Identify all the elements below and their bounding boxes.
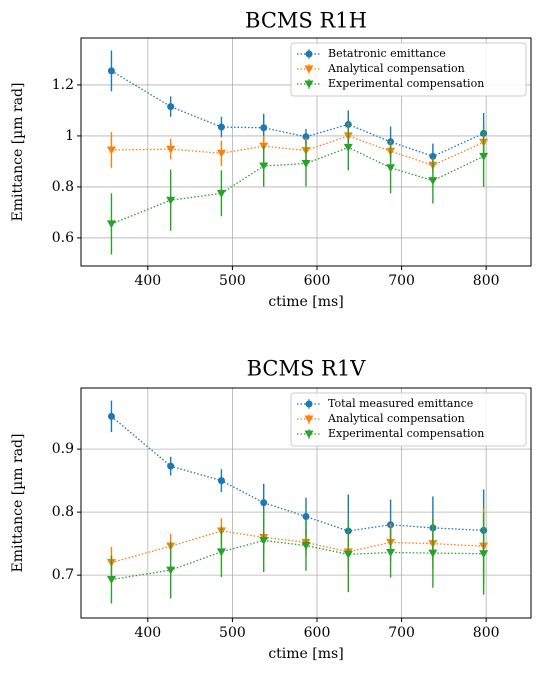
series-line <box>111 539 484 581</box>
marker <box>302 513 310 521</box>
marker <box>167 103 175 111</box>
chart-title: BCMS R1V <box>247 357 367 381</box>
legend-box <box>290 42 527 97</box>
plot-frame <box>80 37 532 267</box>
x-tick-label: 400 <box>134 273 161 289</box>
legend-marker <box>304 65 314 74</box>
legend-marker <box>305 400 313 408</box>
marker <box>107 412 115 420</box>
legend-marker <box>305 50 313 58</box>
marker <box>106 220 116 229</box>
marker <box>260 499 268 507</box>
marker <box>428 177 438 186</box>
x-tick-label: 600 <box>304 273 331 289</box>
y-tick-label: 0.8 <box>52 504 74 520</box>
marker <box>216 149 226 158</box>
x-axis-label: ctime [ms] <box>268 294 343 310</box>
marker <box>216 548 226 557</box>
legend-marker <box>304 430 314 439</box>
x-axis-label: ctime [ms] <box>268 646 343 662</box>
legend-label: Experimental compensation <box>328 427 484 440</box>
x-tick-label: 800 <box>473 625 500 641</box>
marker <box>386 164 396 173</box>
y-tick-label: 0.8 <box>52 179 74 195</box>
chart-title: BCMS R1H <box>245 9 367 33</box>
legend-label: Analytical compensation <box>327 412 465 425</box>
y-axis-label: Emittance [µm rad] <box>10 83 26 222</box>
x-tick-label: 600 <box>304 625 331 641</box>
legend-label: Total measured emittance <box>328 397 473 410</box>
marker <box>259 162 269 171</box>
legend-marker <box>304 80 314 89</box>
legend-marker <box>304 415 314 424</box>
marker <box>217 477 225 485</box>
y-tick-label: 0.9 <box>52 441 74 457</box>
y-tick-label: 0.7 <box>52 567 74 583</box>
x-tick-label: 500 <box>219 273 246 289</box>
marker <box>107 67 115 75</box>
chart: BCMS R1V 400 500 600 700 800 0.7 0.8 0.9 ctime [m… <box>10 357 532 662</box>
series-line <box>111 146 484 225</box>
chart: BCMS R1H 400 500 600 700 800 0.6 0.8 1 1.2 ctime [… <box>10 9 532 310</box>
marker <box>260 124 268 132</box>
marker <box>479 550 489 559</box>
legend-label: Betatronic emittance <box>328 47 446 60</box>
marker <box>216 189 226 198</box>
marker <box>106 576 116 585</box>
y-tick-label: 0.6 <box>52 230 74 246</box>
marker <box>386 548 396 557</box>
marker <box>167 462 175 470</box>
series-line <box>111 530 484 564</box>
marker <box>301 159 311 168</box>
marker <box>166 566 176 575</box>
x-tick-label: 700 <box>388 273 415 289</box>
legend-box <box>290 392 527 447</box>
marker <box>428 549 438 558</box>
marker <box>166 196 176 205</box>
marker <box>429 152 437 160</box>
x-tick-label: 700 <box>388 625 415 641</box>
marker <box>217 123 225 131</box>
legend-label: Experimental compensation <box>328 77 484 90</box>
series-line <box>111 415 484 532</box>
marker <box>343 550 353 559</box>
marker <box>106 146 116 155</box>
marker <box>301 542 311 551</box>
x-tick-label: 400 <box>134 625 161 641</box>
marker <box>259 536 269 545</box>
y-axis-label: Emittance [µm rad] <box>10 434 26 573</box>
plot-frame <box>80 387 532 619</box>
series-line <box>111 135 484 166</box>
marker <box>343 143 353 152</box>
legend-label: Analytical compensation <box>327 62 465 75</box>
marker <box>166 145 176 154</box>
y-tick-label: 1.2 <box>52 77 74 93</box>
y-tick-label: 1 <box>65 128 74 144</box>
marker <box>302 133 310 141</box>
x-tick-label: 800 <box>473 273 500 289</box>
marker <box>479 152 489 161</box>
x-tick-label: 500 <box>219 625 246 641</box>
